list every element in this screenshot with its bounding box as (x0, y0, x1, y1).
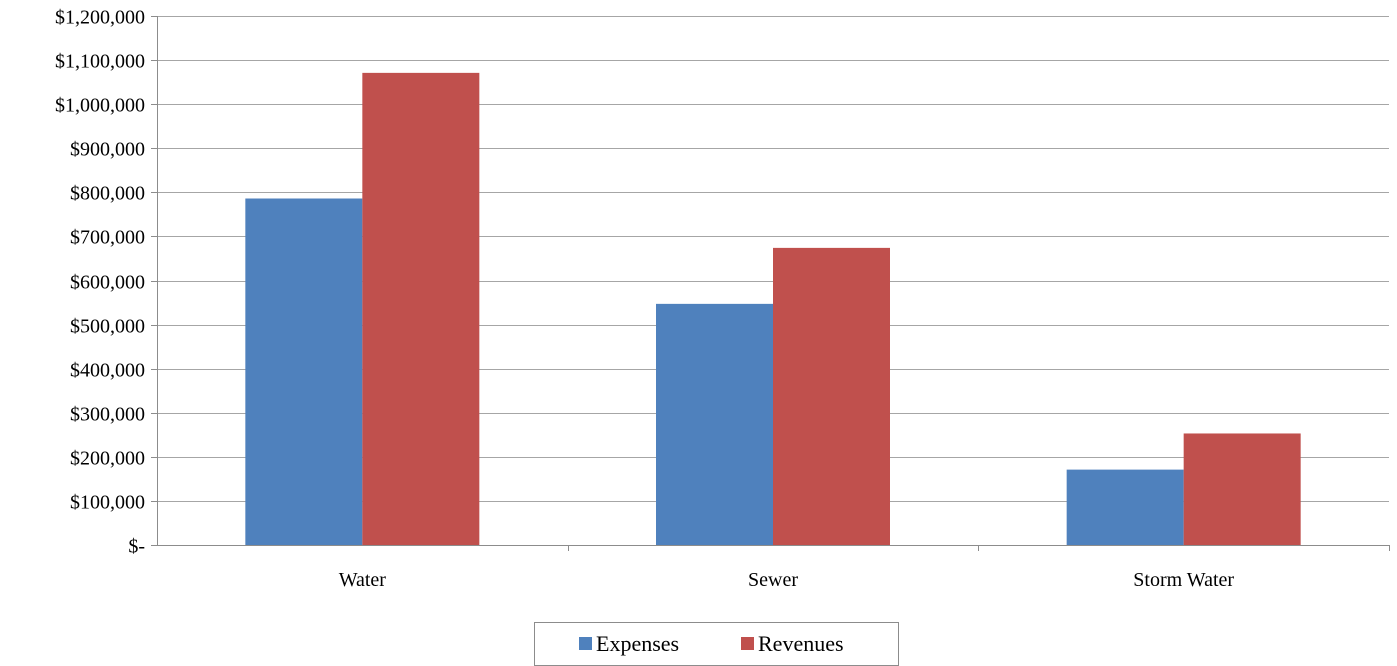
y-tick-label: $1,100,000 (55, 51, 145, 73)
legend-label-expenses: Expenses (596, 631, 679, 656)
legend: Expenses Revenues (534, 622, 899, 666)
y-tick-label: $700,000 (70, 227, 145, 249)
legend-label-revenues: Revenues (758, 631, 844, 656)
x-axis-category-labels: Water Sewer Storm Water (339, 569, 1235, 591)
y-tick-label: $500,000 (70, 316, 145, 338)
y-tick-label: $600,000 (70, 272, 145, 294)
bar-expenses-storm-water (1066, 469, 1184, 545)
y-axis-tick-labels: $- $100,000 $200,000 $300,000 $400,000 $500,0… (55, 7, 145, 558)
y-tick-label: $100,000 (70, 492, 145, 514)
y-tick-label: $400,000 (70, 360, 145, 382)
bars (245, 72, 1301, 546)
legend-swatch-expenses (579, 637, 592, 650)
y-tick-label: $1,000,000 (55, 95, 145, 117)
legend-swatch-revenues (741, 637, 754, 650)
x-category-label: Water (339, 569, 387, 591)
y-tick-label: $1,200,000 (55, 7, 145, 29)
x-category-label: Sewer (748, 569, 798, 591)
y-tick-label: $- (128, 536, 145, 558)
y-tick-label: $200,000 (70, 448, 145, 470)
bar-revenues-sewer (773, 247, 890, 545)
bar-revenues-storm-water (1183, 433, 1301, 545)
y-tick-label: $800,000 (70, 183, 145, 205)
y-tick-label: $300,000 (70, 404, 145, 426)
bar-expenses-water (245, 198, 363, 545)
legend-box (534, 622, 899, 666)
axes (151, 16, 1390, 551)
x-category-label: Storm Water (1133, 569, 1234, 591)
y-tick-label: $900,000 (70, 139, 145, 161)
bar-expenses-sewer (656, 303, 773, 545)
bar-revenues-water (362, 72, 480, 546)
